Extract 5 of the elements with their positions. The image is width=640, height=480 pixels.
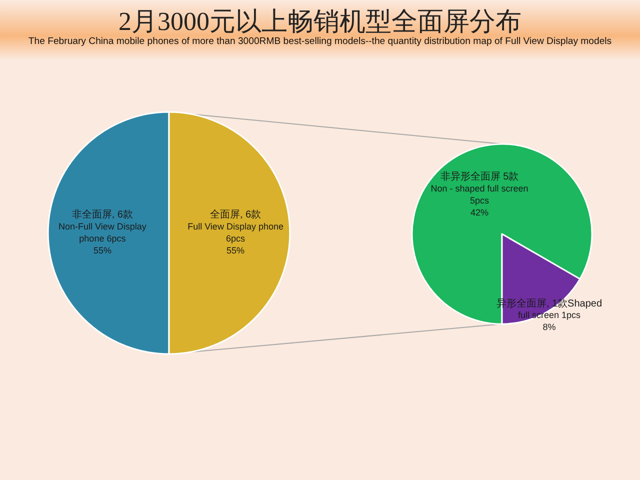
text: The February China mobile phones of more than 3000RMB best-selling models--the quantity distribution map of Full View Display models <box>28 36 612 47</box>
slice-label: 非全面屏, 6款 Non-Full View Display phone 6pcs 55% <box>58 208 147 256</box>
slice-label: 非异形全面屏 5款 Non - shaped full screen 5pcs 42% <box>430 170 528 218</box>
slice-label: 全面屏, 6款 Full View Display phone 6pcs 55% <box>188 208 284 256</box>
chart-title: 2月3000元以上畅销机型全面屏分布 <box>118 7 522 36</box>
